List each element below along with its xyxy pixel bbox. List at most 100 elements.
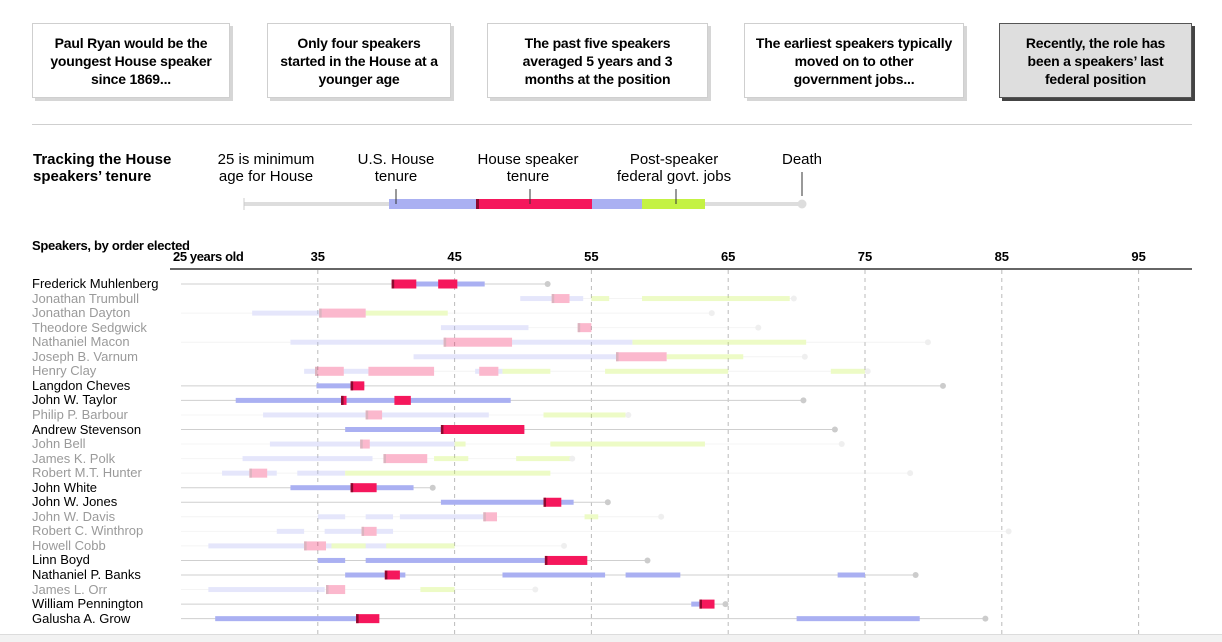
speaker-name: John White xyxy=(32,479,98,495)
speaker-start-marker xyxy=(365,410,369,420)
house-bar xyxy=(269,441,455,447)
speaker-bar xyxy=(391,279,417,289)
speaker-bar xyxy=(350,381,365,391)
speaker-bar xyxy=(319,308,366,318)
speaker-name: Jonathan Trumbull xyxy=(32,290,139,306)
speaker-bar xyxy=(544,555,588,565)
scrollbar-track[interactable] xyxy=(0,634,1222,642)
death-dot xyxy=(982,615,989,622)
speaker-name: William Pennington xyxy=(32,596,144,612)
house-bar xyxy=(235,397,511,403)
death-dot xyxy=(838,441,845,448)
speaker-name: John W. Taylor xyxy=(32,392,118,408)
filter-cards: Paul Ryan would be the youngest House sp… xyxy=(0,0,1222,110)
speaker-row xyxy=(181,614,989,624)
speaker-bar xyxy=(360,439,370,449)
chart-title: Speakers, by order elected xyxy=(32,238,190,253)
speaker-name: Henry Clay xyxy=(32,363,97,379)
speaker-name: Linn Boyd xyxy=(32,552,90,568)
speaker-row xyxy=(181,395,807,405)
house-bar xyxy=(297,470,346,476)
post-bar xyxy=(502,368,551,374)
speaker-start-marker xyxy=(249,468,252,478)
death-dot xyxy=(429,484,436,491)
speaker-bar xyxy=(350,483,377,493)
speaker-bar xyxy=(384,570,400,580)
death-dot xyxy=(790,295,797,302)
death-dot xyxy=(561,542,568,549)
speaker-start-marker xyxy=(699,599,702,609)
speaker-start-marker xyxy=(360,439,363,449)
speaker-row xyxy=(520,294,797,304)
house-bar xyxy=(317,514,346,520)
speaker-row xyxy=(181,541,568,551)
speaker-row xyxy=(181,454,576,464)
post-bar xyxy=(543,412,626,418)
legend-speaker-tenure: House speaker tenure xyxy=(477,151,579,185)
speaker-bar xyxy=(361,526,377,536)
speaker-bar xyxy=(699,599,715,609)
speaker-start-marker xyxy=(391,279,395,289)
legend-speaker-bar xyxy=(477,199,592,209)
speaker-row xyxy=(304,366,871,376)
death-dot xyxy=(801,353,808,360)
house-bar xyxy=(215,616,366,622)
speaker-name: Jonathan Dayton xyxy=(32,305,131,321)
x-axis-first-label: 25 years old xyxy=(173,249,244,264)
post-bar xyxy=(454,441,466,447)
post-bar xyxy=(434,456,469,462)
speaker-start-marker xyxy=(543,497,547,507)
post-bar xyxy=(830,368,865,374)
card-average-tenure[interactable]: The past five speakers averaged 5 years … xyxy=(487,23,708,98)
house-bar xyxy=(324,528,394,534)
legend-graphic xyxy=(243,172,807,210)
speaker-start-marker xyxy=(551,294,555,304)
speaker-start-marker xyxy=(341,395,344,405)
speaker-bar xyxy=(394,395,411,405)
speaker-name: John W. Davis xyxy=(32,508,116,524)
speaker-start-marker xyxy=(361,526,365,536)
x-tick-label: 35 xyxy=(311,249,325,264)
speaker-name: John W. Jones xyxy=(32,494,118,510)
x-tick-label: 65 xyxy=(721,249,735,264)
card-youngest-speaker[interactable]: Paul Ryan would be the youngest House sp… xyxy=(32,23,230,98)
speaker-name: Frederick Muhlenberg xyxy=(32,276,159,291)
house-bar xyxy=(208,587,325,593)
speaker-start-marker xyxy=(440,425,444,434)
house-bar xyxy=(276,528,305,534)
speaker-name: Joseph B. Varnum xyxy=(32,348,138,364)
speaker-name: Howell Cobb xyxy=(32,537,106,553)
post-bar xyxy=(345,470,551,476)
house-bar xyxy=(796,616,920,622)
speaker-row xyxy=(181,497,611,507)
house-bar xyxy=(252,310,368,316)
legend-post-bar xyxy=(642,199,705,209)
card-last-federal-position[interactable]: Recently, the role has been a speakers’ … xyxy=(999,23,1192,98)
speaker-name: Nathaniel Macon xyxy=(32,334,130,350)
legend-death: Death xyxy=(781,151,823,168)
house-bar xyxy=(263,412,489,418)
death-dot xyxy=(912,572,919,578)
house-bar xyxy=(399,514,489,520)
death-dot xyxy=(800,397,807,404)
speaker-name: James K. Polk xyxy=(32,450,116,466)
speaker-row xyxy=(413,352,808,362)
speaker-start-marker xyxy=(304,541,307,551)
death-dot xyxy=(708,310,715,317)
card-earliest-speakers[interactable]: The earliest speakers typically moved on… xyxy=(744,23,964,98)
house-bar xyxy=(316,383,365,389)
speaker-row xyxy=(181,279,551,289)
speaker-bar xyxy=(616,352,667,362)
post-bar xyxy=(550,441,705,447)
speaker-start-marker xyxy=(350,483,354,493)
speaker-bar xyxy=(443,337,513,347)
card-younger-start[interactable]: Only four speakers started in the House … xyxy=(267,23,451,98)
speaker-bar xyxy=(341,395,347,405)
speaker-row xyxy=(181,512,665,522)
legend-house-bar-2 xyxy=(592,199,642,209)
x-tick-label: 85 xyxy=(995,249,1009,264)
speaker-start-marker xyxy=(319,308,322,318)
speaker-start-marker xyxy=(356,614,359,624)
legend-house-bar xyxy=(389,199,477,209)
speaker-start-marker xyxy=(483,512,486,522)
